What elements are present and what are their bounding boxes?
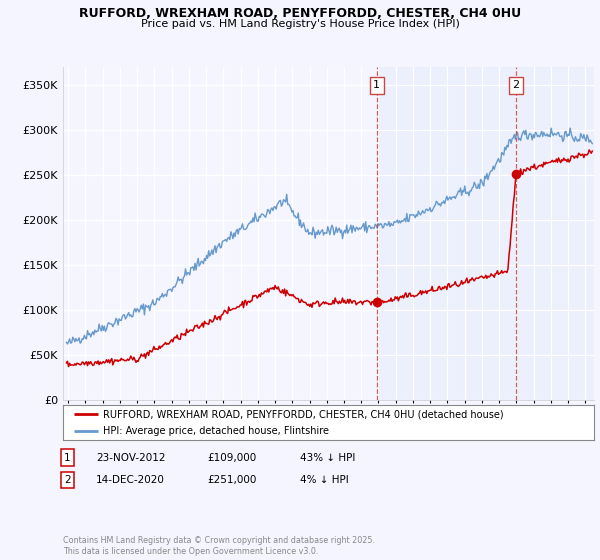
Text: 1: 1 <box>64 452 71 463</box>
Text: 43% ↓ HPI: 43% ↓ HPI <box>300 452 355 463</box>
Text: 1: 1 <box>373 80 380 90</box>
Text: Contains HM Land Registry data © Crown copyright and database right 2025.
This d: Contains HM Land Registry data © Crown c… <box>63 536 375 556</box>
Bar <box>377 67 594 400</box>
Text: RUFFORD, WREXHAM ROAD, PENYFFORDD, CHESTER, CH4 0HU: RUFFORD, WREXHAM ROAD, PENYFFORDD, CHEST… <box>79 7 521 20</box>
Text: HPI: Average price, detached house, Flintshire: HPI: Average price, detached house, Flin… <box>103 426 329 436</box>
Text: 4% ↓ HPI: 4% ↓ HPI <box>300 475 349 485</box>
Text: 14-DEC-2020: 14-DEC-2020 <box>96 475 165 485</box>
Text: £251,000: £251,000 <box>207 475 256 485</box>
Text: 23-NOV-2012: 23-NOV-2012 <box>96 452 166 463</box>
Text: 2: 2 <box>64 475 71 485</box>
Text: RUFFORD, WREXHAM ROAD, PENYFFORDD, CHESTER, CH4 0HU (detached house): RUFFORD, WREXHAM ROAD, PENYFFORDD, CHEST… <box>103 409 503 419</box>
Text: 2: 2 <box>512 80 519 90</box>
Text: £109,000: £109,000 <box>207 452 256 463</box>
Text: Price paid vs. HM Land Registry's House Price Index (HPI): Price paid vs. HM Land Registry's House … <box>140 19 460 29</box>
